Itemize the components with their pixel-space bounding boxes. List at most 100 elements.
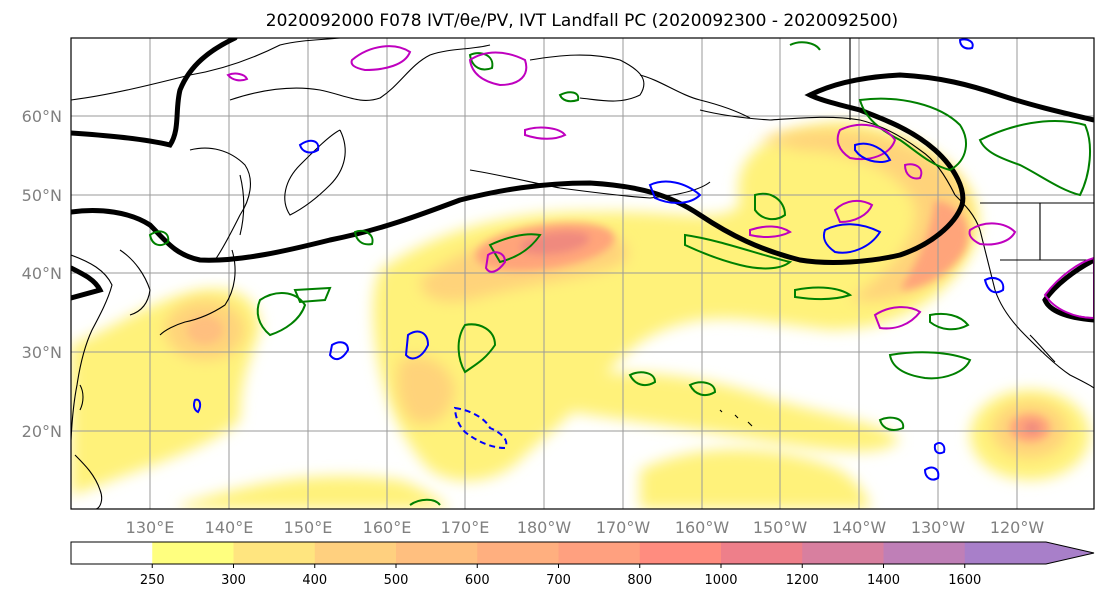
pv-blue-8: [453, 406, 508, 450]
pv-blue-2: [404, 330, 430, 360]
pv-blue-1: [298, 139, 320, 154]
colorbar-swatch: [639, 542, 722, 564]
colorbar-swatch: [152, 542, 234, 564]
pv-green-15: [688, 381, 717, 397]
coast-asia: [71, 38, 341, 101]
coast-sakhalin: [239, 174, 245, 236]
pv-blue-7: [193, 398, 202, 414]
thetae-contours: [71, 38, 1094, 323]
colorbar-swatch: [314, 542, 397, 564]
ivt-band-south-250: [180, 476, 450, 509]
lon-label: 140°W: [832, 518, 887, 537]
lon-label: 170°E: [441, 518, 490, 537]
lat-label: 50°N: [22, 186, 62, 205]
colorbar-tick-label: 300: [221, 573, 246, 588]
lon-label: 130°E: [126, 518, 175, 537]
coast-japan: [159, 249, 236, 336]
colorbar-tick-label: 250: [140, 573, 165, 588]
coast-taiwan: [79, 384, 84, 411]
pv-green-14: [468, 52, 494, 71]
pv-green-4: [488, 233, 542, 264]
colorbar: 250 300 400 500 600 700 800 1000 1200 1400 1600: [70, 541, 1095, 588]
colorbar-swatch: [233, 542, 316, 564]
lon-label: 140°E: [205, 518, 254, 537]
colorbar-tick-label: 700: [546, 573, 571, 588]
thetae-contour-west: [71, 265, 104, 301]
pv-green-13: [353, 229, 374, 246]
pv-green-18: [789, 41, 821, 51]
colorbar-swatch: [558, 542, 641, 564]
colorbar-swatch: [396, 542, 478, 564]
map-frame: [70, 37, 1095, 510]
lon-label: 150°E: [284, 518, 333, 537]
pv-magenta-2: [468, 51, 528, 87]
pv-green-contours: [148, 41, 1091, 506]
lat-label: 20°N: [22, 422, 62, 441]
pv-magenta-5: [484, 251, 507, 273]
pv-blue-11: [983, 277, 1005, 294]
pv-green-2: [293, 286, 332, 304]
coast-okhotsk: [189, 147, 251, 261]
pv-magenta-3: [524, 126, 567, 140]
map-panel: [71, 38, 1094, 509]
colorbar-tick-label: 1200: [786, 573, 819, 588]
lon-label: 120°W: [990, 518, 1045, 537]
pv-magenta-4: [226, 72, 249, 82]
lon-label: 180°W: [517, 518, 572, 537]
pv-magenta-contours: [226, 45, 1094, 330]
lon-label: 130°W: [911, 518, 966, 537]
colorbar-outline: [70, 541, 1095, 565]
pv-green-12: [148, 230, 170, 247]
lat-label: 60°N: [22, 107, 62, 126]
pv-green-3: [457, 323, 497, 374]
colorbar-tick-label: 1600: [948, 573, 981, 588]
colorbar-ticks: 250 300 400 500 600 700 800 1000 1200 1400 1600: [140, 564, 981, 588]
thetae-contour-ak: [804, 72, 1094, 123]
gridlines: [71, 38, 1094, 509]
pv-blue-9: [923, 466, 940, 481]
ivt-band-se-250: [640, 449, 870, 509]
lon-label: 160°E: [363, 518, 412, 537]
pv-green-9: [888, 351, 972, 380]
lat-label: 40°N: [22, 264, 62, 283]
lat-labels: 60°N 50°N 40°N 30°N 20°N: [22, 107, 62, 441]
ivt-tropics-250: [560, 372, 900, 452]
coast-philippines: [74, 454, 103, 509]
coast-alaska-w: [639, 74, 751, 119]
pv-blue-4: [648, 180, 702, 204]
coast-hawaii: [719, 409, 753, 427]
pv-blue-12: [958, 38, 974, 50]
pv-magenta-6: [836, 123, 897, 160]
pv-magenta-12: [903, 163, 923, 180]
pv-magenta-10: [873, 306, 922, 330]
thetae-contour-east: [1042, 257, 1094, 323]
pv-green-20: [878, 416, 905, 431]
pv-green-6: [754, 192, 787, 221]
coast-chukotka: [529, 54, 645, 102]
pv-green-5: [684, 233, 793, 270]
pv-green-11: [929, 312, 970, 331]
thetae-contour-main: [71, 107, 966, 265]
pv-green-19: [628, 371, 657, 387]
lon-label: 150°W: [753, 518, 808, 537]
pv-blue-10: [933, 442, 946, 455]
coast-aleutians: [469, 169, 711, 199]
colorbar-tick-label: 600: [465, 573, 490, 588]
pv-blue-6: [854, 142, 892, 163]
pv-green-8: [978, 119, 1091, 197]
ivt-mid-400: [397, 356, 455, 424]
colorbar-tick-label: 400: [302, 573, 327, 588]
colorbar-swatch: [71, 542, 153, 564]
coast-alaska-s: [699, 109, 956, 196]
colorbar-swatch: [883, 542, 966, 564]
pv-green-16: [409, 498, 441, 506]
colorbar-tick-label: 1400: [867, 573, 900, 588]
colorbar-swatch: [477, 542, 559, 564]
colorbar-tick-label: 800: [627, 573, 652, 588]
pv-magenta-1: [350, 45, 412, 72]
pv-magenta-8: [749, 225, 792, 238]
pv-blue-5: [822, 223, 882, 254]
ivt-band-main-250: [373, 122, 979, 481]
pv-magenta-11: [1043, 256, 1094, 320]
